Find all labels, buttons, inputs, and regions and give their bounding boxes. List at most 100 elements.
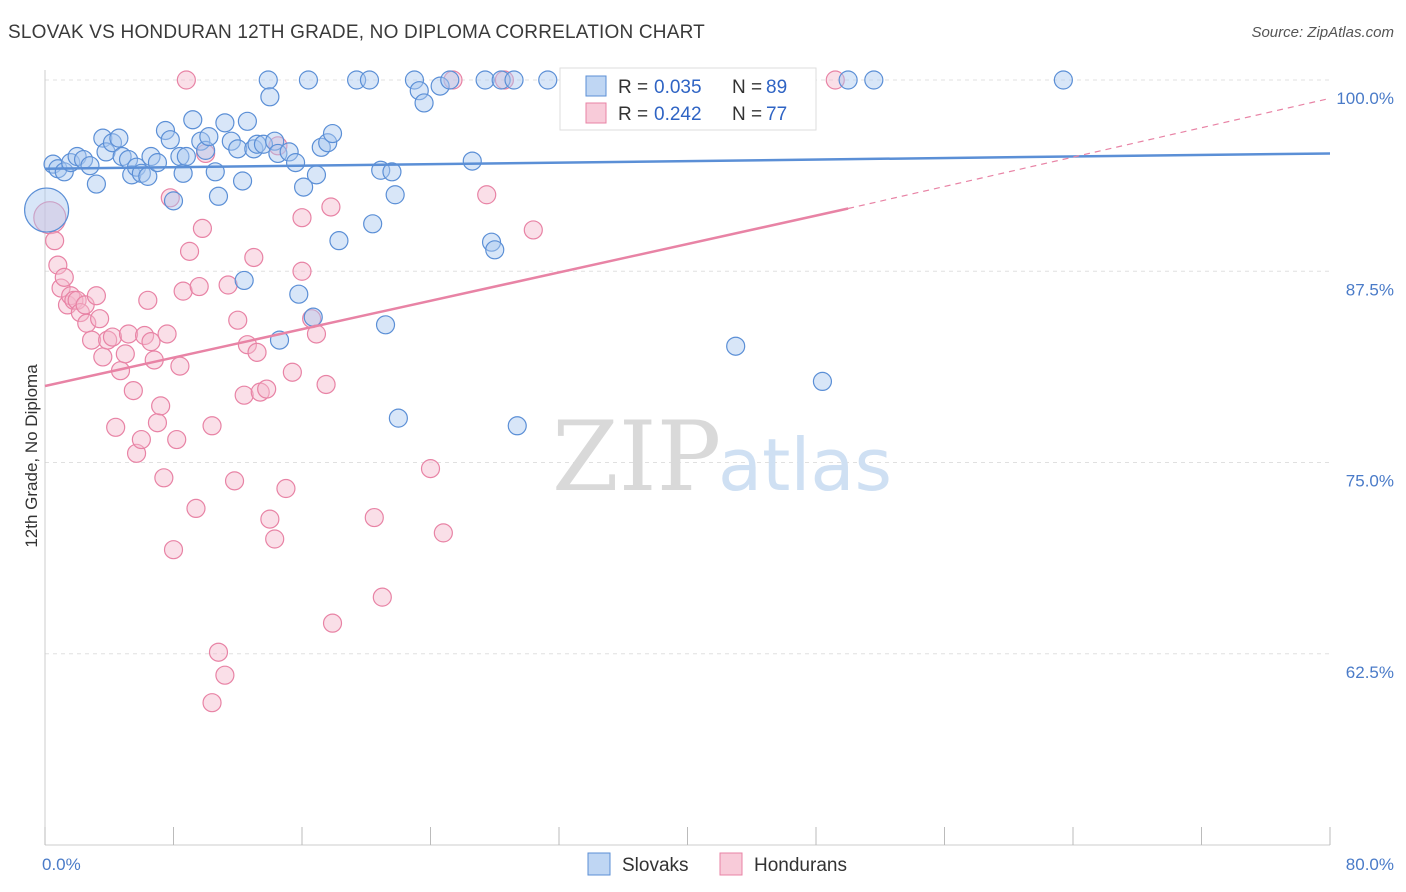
- point-hondurans: [86, 286, 107, 306]
- point-hondurans: [224, 471, 245, 491]
- point-slovaks: [86, 174, 107, 194]
- point-hondurans: [322, 613, 343, 633]
- y-axis-label: 12th Grade, No Diploma: [22, 364, 41, 548]
- point-hondurans: [276, 478, 296, 499]
- y-tick-label: 87.5%: [1346, 280, 1394, 299]
- point-hondurans: [179, 241, 200, 261]
- legend-n-label-hondurans: N =: [732, 104, 762, 125]
- point-slovaks: [232, 171, 253, 191]
- point-slovaks: [109, 128, 129, 148]
- point-hondurans: [218, 275, 238, 295]
- legend-swatch-slovaks: [585, 75, 607, 97]
- bottom-legend-swatch-slovaks: [587, 852, 611, 876]
- x-tick-label-start: 0.0%: [42, 855, 81, 874]
- point-slovaks: [329, 231, 349, 251]
- point-hondurans: [192, 218, 213, 239]
- point-slovaks: [253, 134, 274, 154]
- point-hondurans: [54, 267, 74, 287]
- y-tick-label: 75.0%: [1346, 472, 1394, 491]
- point-hondurans: [260, 509, 280, 529]
- point-slovaks: [163, 191, 184, 211]
- point-hondurans: [316, 374, 336, 395]
- point-slovaks: [726, 336, 746, 356]
- point-hondurans: [167, 429, 187, 450]
- bottom-legend-swatch-hondurans: [719, 852, 743, 876]
- legend: R = 0.035 N = 89 R = 0.242 N = 77: [559, 67, 817, 131]
- point-slovaks: [363, 214, 383, 234]
- point-hondurans: [131, 429, 151, 450]
- point-slovaks: [147, 153, 168, 173]
- point-hondurans: [176, 70, 196, 90]
- point-slovaks: [228, 139, 248, 159]
- point-hondurans: [81, 330, 102, 350]
- point-slovaks: [838, 70, 858, 90]
- point-slovaks: [294, 177, 314, 197]
- trend-line-hondurans: [44, 207, 849, 388]
- point-hondurans: [523, 220, 543, 240]
- point-slovaks: [285, 153, 306, 173]
- point-hondurans: [244, 247, 264, 268]
- point-slovaks: [199, 127, 219, 147]
- point-slovaks: [404, 70, 425, 90]
- point-hondurans: [202, 416, 222, 436]
- point-hondurans: [93, 347, 113, 367]
- point-slovaks: [279, 142, 299, 162]
- trend-extension-hondurans: [847, 97, 1331, 210]
- point-slovaks: [385, 185, 405, 205]
- point-hondurans: [160, 188, 180, 208]
- point-hondurans: [247, 342, 267, 362]
- point-slovaks: [80, 156, 100, 176]
- point-slovaks: [322, 123, 343, 144]
- axes: [44, 70, 1331, 846]
- point-hondurans: [48, 255, 68, 275]
- point-slovaks: [318, 133, 338, 153]
- bottom-legend-label-hondurans: Hondurans: [754, 855, 847, 876]
- point-slovaks: [359, 70, 380, 90]
- point-slovaks: [258, 70, 278, 90]
- point-hondurans: [321, 197, 341, 217]
- point-slovaks: [306, 165, 327, 185]
- point-hondurans: [208, 642, 229, 662]
- point-slovaks: [176, 146, 196, 167]
- point-slovaks: [24, 187, 70, 233]
- point-hondurans: [115, 344, 135, 364]
- point-slovaks: [462, 151, 482, 171]
- point-hondurans: [118, 324, 139, 344]
- watermark: ZIP atlas: [552, 401, 892, 513]
- legend-r-value-slovaks: 0.035: [654, 77, 702, 98]
- point-slovaks: [440, 70, 460, 90]
- point-hondurans: [265, 529, 285, 549]
- point-slovaks: [507, 416, 527, 436]
- legend-swatch-hondurans: [585, 102, 607, 124]
- point-slovaks: [388, 408, 408, 428]
- point-slovaks: [234, 270, 254, 291]
- source-label: Source: ZipAtlas.com: [1251, 24, 1394, 41]
- legend-r-value-hondurans: 0.242: [654, 104, 702, 125]
- point-hondurans: [170, 356, 190, 376]
- point-hondurans: [90, 309, 110, 329]
- point-hondurans: [138, 290, 158, 310]
- legend-n-value-slovaks: 89: [766, 77, 787, 98]
- point-slovaks: [237, 111, 257, 131]
- point-slovaks: [812, 371, 833, 392]
- point-hondurans: [141, 332, 161, 352]
- x-tick-label-end: 80.0%: [1346, 855, 1394, 874]
- point-hondurans: [433, 523, 453, 543]
- point-hondurans: [45, 231, 65, 251]
- point-slovaks: [260, 87, 280, 107]
- y-tick-label: 62.5%: [1346, 663, 1394, 682]
- point-slovaks: [298, 70, 319, 90]
- point-slovaks: [864, 70, 884, 90]
- point-hondurans: [106, 417, 126, 437]
- point-hondurans: [477, 185, 497, 205]
- point-slovaks: [1053, 70, 1073, 90]
- trend-line-slovaks: [44, 152, 1331, 170]
- point-slovaks: [504, 70, 524, 90]
- data-points: [24, 70, 1073, 713]
- point-slovaks: [183, 110, 203, 130]
- point-hondurans: [123, 380, 143, 401]
- point-slovaks: [215, 113, 235, 133]
- legend-n-value-hondurans: 77: [766, 104, 787, 125]
- point-slovaks: [265, 131, 285, 151]
- legend-n-label-slovaks: N =: [732, 77, 762, 98]
